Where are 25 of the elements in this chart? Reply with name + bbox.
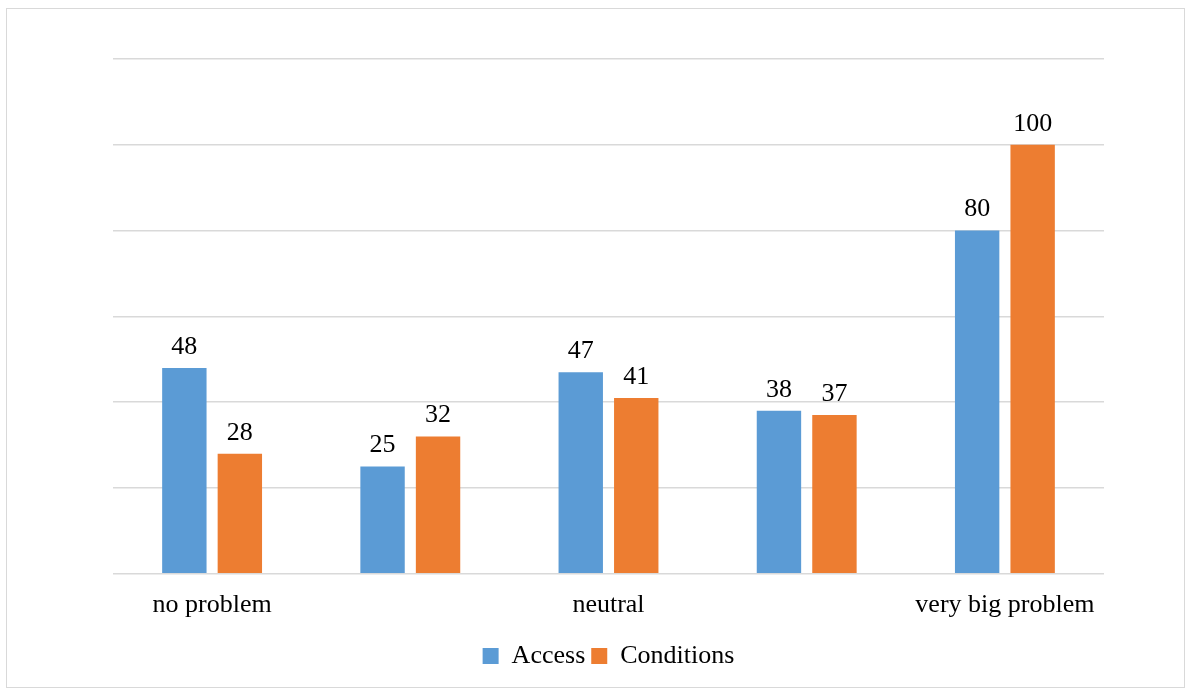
x-tick-label: very big problem [915, 589, 1095, 619]
bar [217, 453, 263, 574]
bar [360, 466, 405, 574]
data-label: 80 [964, 193, 991, 223]
data-label: 38 [765, 373, 792, 403]
x-tick-label: neutral [572, 589, 645, 619]
bar [756, 410, 802, 574]
bar [1010, 144, 1055, 574]
data-label: 100 [1013, 107, 1053, 137]
data-label: 41 [623, 360, 650, 390]
legend-label: Conditions [620, 639, 735, 669]
legend-label: Access [511, 639, 586, 669]
x-tick-label: no problem [152, 589, 272, 619]
data-label: 37 [821, 377, 848, 407]
data-label: 32 [425, 399, 452, 429]
data-label: 48 [171, 330, 198, 360]
bar [558, 372, 603, 574]
bar [614, 397, 659, 574]
data-label: 28 [226, 416, 253, 446]
bar [415, 436, 461, 574]
data-label: 47 [567, 335, 594, 364]
data-label: 25 [369, 429, 396, 459]
bar [812, 415, 857, 574]
bar [954, 230, 1000, 574]
bar [162, 367, 207, 574]
